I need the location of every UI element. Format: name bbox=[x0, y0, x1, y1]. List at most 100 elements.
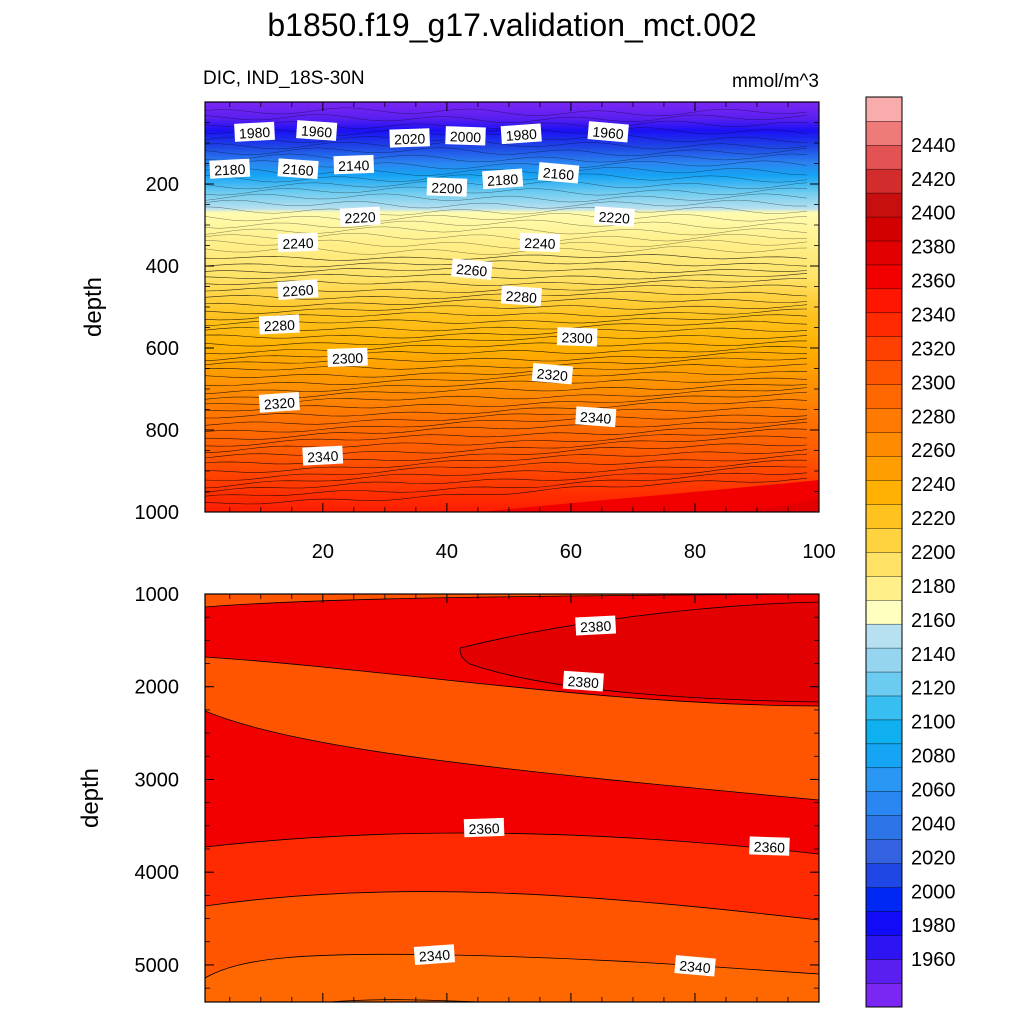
contour-line bbox=[329, 999, 481, 1002]
contour-label-box bbox=[587, 121, 629, 143]
colorbar-swatch bbox=[865, 719, 903, 745]
contour-label: 2240 bbox=[519, 232, 561, 253]
contour-line bbox=[205, 377, 808, 395]
contour-line bbox=[205, 407, 808, 426]
colorbar-swatch bbox=[865, 743, 903, 769]
contour-line bbox=[205, 308, 808, 321]
contour-label-text: 2160 bbox=[282, 161, 314, 179]
colorbar-label: 2320 bbox=[911, 338, 956, 360]
contour-line bbox=[205, 254, 808, 261]
contour-label: 2260 bbox=[451, 258, 493, 280]
x-tick-label: 60 bbox=[560, 541, 582, 563]
contour-label-box bbox=[258, 392, 300, 413]
colorbar-swatch bbox=[865, 863, 903, 888]
lower-frame bbox=[204, 593, 820, 1003]
contour-label-text: 1980 bbox=[239, 124, 271, 142]
y-tick-label: 600 bbox=[146, 338, 179, 360]
contour-label: 2360 bbox=[463, 817, 505, 838]
contour-label: 2140 bbox=[333, 154, 375, 175]
contour-line bbox=[205, 656, 819, 707]
contour-label: 2180 bbox=[209, 158, 251, 179]
colorbar-swatch bbox=[865, 623, 903, 649]
contour-label-text: 1980 bbox=[505, 126, 537, 144]
contour-label-text: 2180 bbox=[487, 171, 519, 189]
colorbar-swatch bbox=[865, 408, 903, 433]
contour-label-box bbox=[537, 162, 580, 184]
contour-line bbox=[205, 320, 808, 332]
contour-label-text: 2340 bbox=[418, 947, 450, 965]
contour-line bbox=[459, 601, 819, 649]
colorbar-swatch bbox=[865, 240, 903, 266]
contour-label-box bbox=[519, 232, 561, 253]
colorbar-swatch bbox=[865, 791, 903, 816]
colorbar-swatch bbox=[865, 312, 903, 337]
contour-label: 2320 bbox=[258, 392, 300, 413]
contour-label-text: 2260 bbox=[282, 282, 314, 300]
colorbar-label: 2060 bbox=[911, 780, 956, 802]
contour-label-text: 2340 bbox=[307, 448, 339, 466]
y-tick-label: 5000 bbox=[135, 955, 180, 977]
contour-line bbox=[205, 186, 808, 196]
contour-label-text: 2280 bbox=[263, 317, 295, 335]
contour-label: 2380 bbox=[562, 670, 604, 692]
colorbar-swatch bbox=[865, 839, 903, 864]
contour-label-box bbox=[556, 327, 598, 347]
contour-label: 2200 bbox=[426, 177, 468, 197]
contour-label-text: 1960 bbox=[301, 122, 333, 140]
contour-label: 2020 bbox=[389, 128, 430, 148]
contour-line bbox=[205, 459, 808, 489]
contour-label-box bbox=[234, 121, 275, 142]
contour-label-box bbox=[593, 206, 635, 227]
contour-label-text: 2240 bbox=[282, 235, 314, 252]
y-tick-label: 3000 bbox=[135, 769, 180, 791]
y-tick-label: 1000 bbox=[135, 584, 180, 606]
colorbar-swatch bbox=[865, 934, 903, 960]
contour-label-text: 2000 bbox=[450, 128, 482, 145]
contour-line bbox=[205, 107, 808, 117]
colorbar-swatch bbox=[865, 887, 903, 912]
upper-ylabel: depth bbox=[80, 277, 107, 337]
contour-label-text: 2340 bbox=[580, 409, 612, 427]
contour-label: 1980 bbox=[500, 123, 542, 145]
y-tick-label: 4000 bbox=[135, 862, 180, 884]
contour-line bbox=[205, 346, 808, 362]
colorbar-swatch bbox=[865, 911, 903, 936]
contour-label: 2160 bbox=[277, 158, 319, 180]
contour-label-text: 2360 bbox=[468, 820, 500, 837]
colorbar-swatch bbox=[865, 958, 903, 984]
colorbar-label: 2260 bbox=[911, 440, 956, 462]
contour-label-text: 2140 bbox=[338, 157, 370, 174]
contour-label-text: 2360 bbox=[754, 839, 786, 856]
upper-contour-labels: 1980 1960 2020 2000 1980 1960 2180 2160 2140 2200… bbox=[209, 120, 635, 466]
contour-label-box bbox=[277, 279, 319, 300]
contour-label-text: 2280 bbox=[505, 288, 537, 306]
contour-label-box bbox=[463, 817, 505, 838]
contour-line bbox=[205, 273, 808, 280]
colorbar-label: 2240 bbox=[911, 474, 956, 496]
contour-label: 2180 bbox=[482, 168, 524, 190]
chart-title: b1850.f19_g17.validation_mct.002 bbox=[267, 7, 756, 43]
contour-line bbox=[205, 114, 808, 124]
lower-ticks: 1000 2000 3000 4000 5000 bbox=[135, 584, 820, 1002]
contour-line bbox=[205, 304, 808, 314]
contour-label-box bbox=[296, 120, 338, 141]
contour-line bbox=[205, 193, 808, 203]
lower-ylabel: depth bbox=[77, 768, 104, 828]
colorbar-label: 2180 bbox=[911, 576, 956, 598]
contour-label: 2160 bbox=[537, 162, 580, 184]
contour-label-box bbox=[482, 168, 524, 190]
colorbar-label: 2420 bbox=[911, 169, 956, 191]
contour-label: 2340 bbox=[674, 955, 716, 977]
contour-line bbox=[205, 370, 808, 387]
x-tick-label: 100 bbox=[802, 541, 835, 563]
contour-label: 2340 bbox=[413, 944, 456, 965]
colorbar-swatch bbox=[865, 647, 903, 673]
contour-line bbox=[205, 391, 808, 412]
colorbar-swatch bbox=[865, 671, 903, 697]
contour-label: 2260 bbox=[277, 279, 319, 300]
colorbar-label: 2360 bbox=[911, 271, 956, 293]
contour-label: 2300 bbox=[556, 327, 598, 347]
contour-label-text: 2180 bbox=[214, 161, 246, 179]
contour-label: 2280 bbox=[258, 314, 300, 335]
